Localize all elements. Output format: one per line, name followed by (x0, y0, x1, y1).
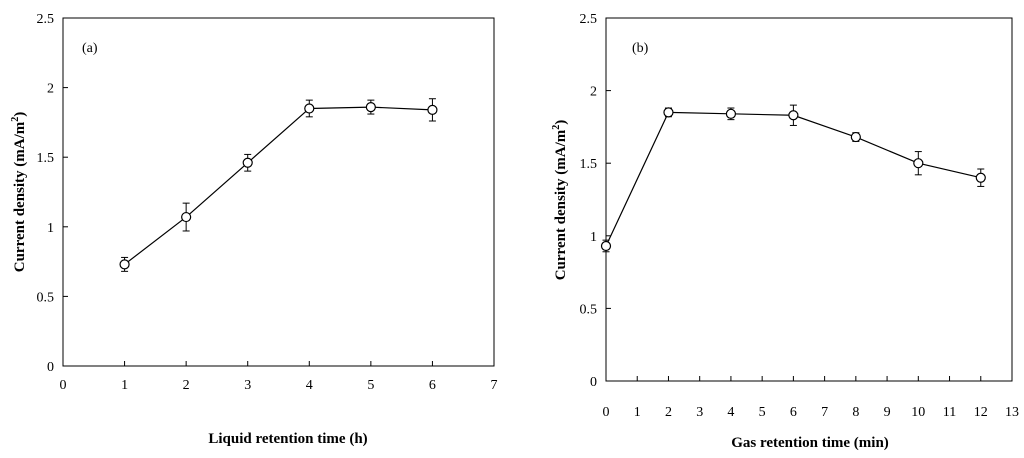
x-tick-label: 1 (634, 405, 641, 420)
y-axis-title-text: Current density (mA/m (553, 129, 569, 280)
y-axis-title: Current density (mA/m2) (10, 112, 28, 273)
x-tick-label: 1 (121, 378, 128, 393)
series-line (124, 106, 433, 265)
panel-label: (b) (632, 41, 649, 56)
x-tick-label: 7 (491, 378, 498, 393)
x-tick-label: 7 (821, 405, 828, 420)
x-tick-label: 5 (759, 405, 766, 420)
plot-frame (605, 17, 1013, 382)
chart-panel-a: 0 1 2 3 4 5 6 7 0 0.5 1 1.5 2 2.5 (a) Liquid retention … (10, 12, 498, 447)
y-tick-label: 2.5 (37, 12, 55, 27)
y-axis-title-end: ) (553, 120, 569, 125)
series-line (605, 111, 981, 247)
y-tick-label: 2 (47, 82, 54, 97)
data-point (600, 240, 612, 252)
data-point (427, 104, 438, 115)
panel-label: (a) (82, 41, 98, 56)
x-tick-label: 3 (696, 405, 703, 420)
y-tick-label: 1 (590, 230, 597, 245)
y-tick-label: 1.5 (37, 151, 55, 166)
data-point (663, 107, 674, 118)
x-tick-label: 10 (911, 405, 925, 420)
y-axis-title-text: Current density (mA/m (12, 121, 28, 272)
data-point (304, 103, 315, 114)
y-tick-label: 0 (47, 360, 54, 375)
data-point (181, 211, 192, 223)
y-axis-title-superscript: 2 (10, 117, 21, 122)
y-axis-title: Current density (mA/m2) (551, 120, 569, 281)
y-tick-label: 0.5 (580, 302, 598, 317)
x-tick-label: 0 (603, 405, 610, 420)
x-axis-title: Gas retention time (min) (731, 435, 889, 451)
data-point (850, 131, 861, 143)
x-tick-label: 9 (884, 405, 891, 420)
x-tick-label: 8 (852, 405, 859, 420)
data-point (975, 172, 986, 183)
x-tick-label: 6 (790, 405, 797, 420)
y-tick-label: 0 (590, 375, 597, 390)
plot-frame (62, 17, 495, 367)
y-tick-label: 2.5 (580, 12, 598, 27)
y-axis-title-end: ) (12, 112, 28, 117)
y-tick-label: 0.5 (37, 290, 55, 305)
y-tick-label: 2 (590, 85, 597, 100)
x-tick-label: 12 (974, 405, 988, 420)
data-point (365, 101, 376, 113)
data-point (913, 158, 924, 169)
x-tick-label: 4 (727, 405, 734, 420)
y-tick-label: 1.5 (580, 157, 598, 172)
x-tick-label: 0 (60, 378, 67, 393)
x-tick-label: 4 (306, 378, 313, 393)
x-axis-title: Liquid retention time (h) (208, 431, 367, 447)
y-tick-label: 1 (47, 221, 54, 236)
data-point (242, 157, 253, 168)
x-tick-label: 11 (943, 405, 956, 420)
data-point (725, 108, 737, 119)
data-point (119, 259, 130, 270)
x-tick-label: 2 (183, 378, 190, 393)
x-tick-label: 13 (1005, 405, 1019, 420)
x-tick-label: 3 (244, 378, 251, 393)
y-axis-title-superscript: 2 (551, 125, 562, 130)
x-tick-label: 5 (367, 378, 374, 393)
x-tick-label: 2 (665, 405, 672, 420)
data-point (788, 110, 799, 121)
x-tick-label: 6 (429, 378, 436, 393)
